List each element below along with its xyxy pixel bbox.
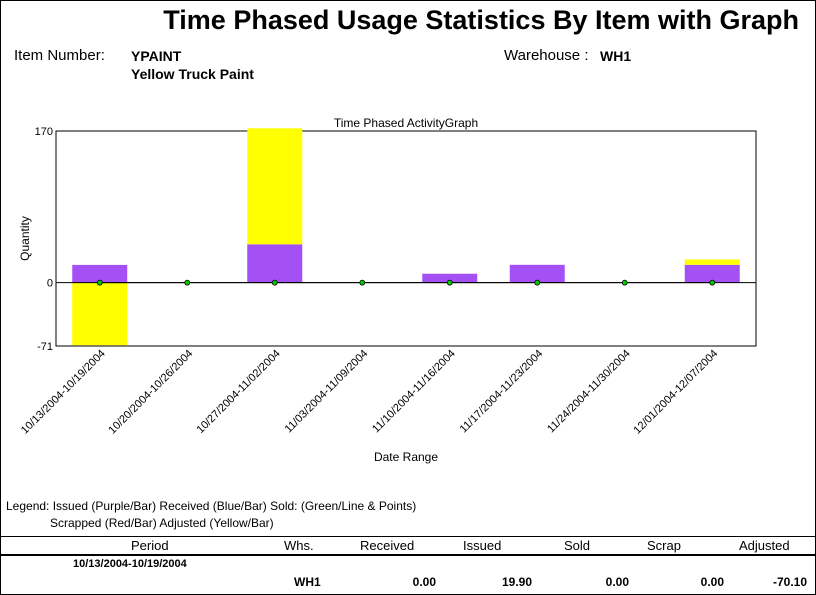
- sold-point: [709, 279, 716, 286]
- header-whs: Whs.: [284, 538, 314, 553]
- sold-point: [96, 279, 103, 286]
- sold-point: [446, 279, 453, 286]
- item-number-label: Item Number:: [14, 47, 105, 64]
- x-tick-label: 12/01/2004-12/07/2004: [631, 348, 720, 437]
- row-issued: 19.90: [501, 575, 532, 589]
- legend-line-2: Scrapped (Red/Bar) Adjusted (Yellow/Bar): [50, 516, 274, 530]
- adjusted-bar: [72, 282, 128, 346]
- row-sold: 0.00: [605, 575, 629, 589]
- item-number-value: YPAINT: [131, 48, 182, 64]
- y-tick-label: 0: [47, 278, 53, 290]
- x-tick-label: 11/24/2004-11/30/2004: [545, 348, 633, 436]
- chart-title: Time Phased ActivityGraph: [334, 116, 478, 130]
- issued-bar: [247, 244, 303, 283]
- adjusted-bar: [684, 259, 740, 265]
- x-tick-label: 10/27/2004-11/02/2004: [195, 348, 283, 436]
- sold-point: [359, 279, 366, 286]
- table-header-divider: [1, 554, 815, 556]
- x-tick-label: 10/20/2004-10/26/2004: [106, 348, 195, 437]
- y-tick-label: 170: [35, 126, 53, 138]
- issued-bar: [72, 264, 128, 283]
- item-description: Yellow Truck Paint: [131, 66, 254, 82]
- report-title: Time Phased Usage Statistics By Item wit…: [163, 5, 799, 35]
- y-axis-label: Quantity: [18, 216, 32, 261]
- x-axis-label: Date Range: [374, 450, 438, 464]
- sold-point: [534, 279, 541, 286]
- header-scrap: Scrap: [647, 538, 681, 553]
- warehouse-value: WH1: [600, 48, 632, 64]
- x-tick-label: 11/03/2004-11/09/2004: [283, 348, 371, 436]
- warehouse-label: Warehouse :: [504, 47, 589, 64]
- row-adjusted: -70.10: [772, 575, 807, 589]
- row-scrap: 0.00: [700, 575, 724, 589]
- issued-bar: [509, 264, 565, 283]
- x-tick-label: 11/10/2004-11/16/2004: [370, 348, 458, 436]
- legend-line-1: Legend: Issued (Purple/Bar) Received (Bl…: [6, 499, 417, 513]
- header-adjusted: Adjusted: [739, 538, 790, 553]
- y-tick-label: -71: [37, 341, 53, 353]
- header-received: Received: [360, 538, 415, 553]
- x-tick-label: 10/13/2004-10/19/2004: [19, 348, 108, 437]
- plot-frame: [55, 130, 757, 347]
- row-received: 0.00: [412, 575, 436, 589]
- row-period: 10/13/2004-10/19/2004: [73, 558, 187, 570]
- row-whs: WH1: [294, 575, 321, 589]
- x-tick-label: 11/17/2004-11/23/2004: [458, 348, 546, 436]
- sold-point: [184, 279, 191, 286]
- usage-chart: Time Phased ActivityGraph 170 0 -71 Quantity…: [18, 116, 757, 464]
- table-top-divider: [1, 536, 815, 537]
- issued-bar: [684, 264, 740, 283]
- header-period: Period: [131, 538, 169, 553]
- header-issued: Issued: [463, 538, 502, 553]
- header-sold: Sold: [564, 538, 591, 553]
- adjusted-bar: [247, 128, 303, 245]
- issued-bar: [422, 273, 478, 283]
- sold-point: [621, 279, 628, 286]
- sold-point: [271, 279, 278, 286]
